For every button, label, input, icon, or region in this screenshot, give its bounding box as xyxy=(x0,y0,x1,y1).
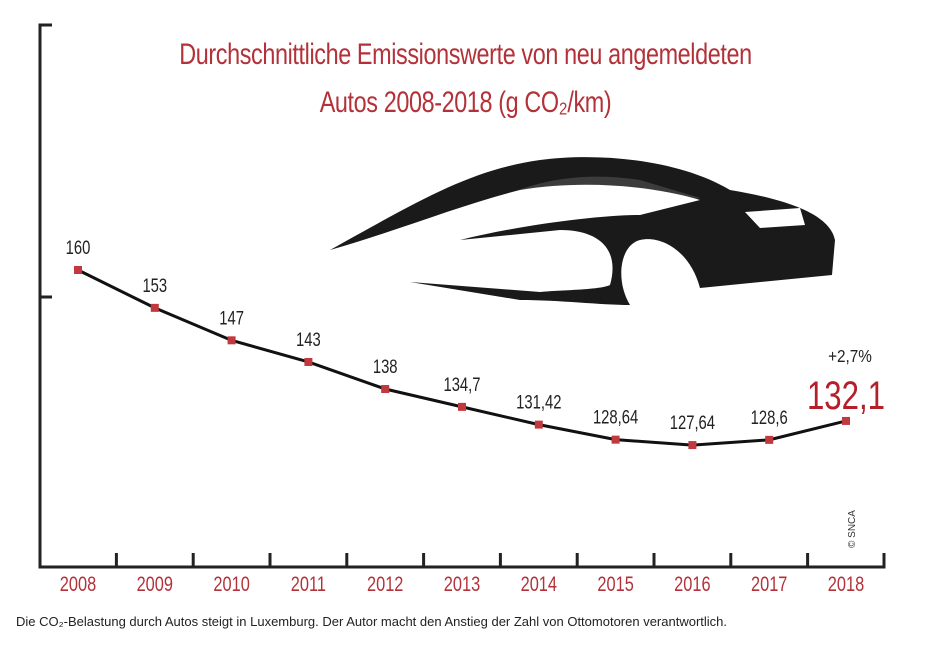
data-point-2008 xyxy=(74,266,82,274)
data-label-2012: 138 xyxy=(373,356,398,377)
x-tick-label-2015: 2015 xyxy=(597,572,633,595)
data-point-2012 xyxy=(381,385,390,394)
x-tick-label-2017: 2017 xyxy=(751,572,787,595)
x-tick-label-2010: 2010 xyxy=(213,572,249,595)
data-label-2011: 143 xyxy=(296,329,321,350)
data-point-2014 xyxy=(534,420,543,429)
x-tick-label-2011: 2011 xyxy=(291,572,326,595)
data-label-2015: 128,64 xyxy=(593,407,638,428)
caption: Die CO₂-Belastung durch Autos steigt in … xyxy=(16,614,728,629)
annotation-change: +2,7% xyxy=(828,346,872,366)
line-chart: 2008 2009 2010 2011 2012 2013 2014 2015 2016 2017… xyxy=(38,23,886,595)
x-tick-label-2013: 2013 xyxy=(444,572,480,595)
chart-title-line2: Autos 2008-2018 (g CO₂/km) xyxy=(319,86,612,119)
data-point-2009 xyxy=(150,303,159,312)
x-tick-label-2016: 2016 xyxy=(674,572,710,595)
data-label-2014: 131,42 xyxy=(516,392,561,413)
axes xyxy=(38,23,886,569)
data-label-2013: 134,7 xyxy=(443,374,480,395)
credit: © SNCA xyxy=(847,510,858,548)
data-label-2008: 160 xyxy=(66,237,91,258)
data-label-2016: 127,64 xyxy=(670,412,715,433)
x-tick-label-2012: 2012 xyxy=(367,572,403,595)
data-point-2015 xyxy=(611,435,620,444)
data-point-2010 xyxy=(227,336,236,345)
x-tick-label-2009: 2009 xyxy=(137,572,173,595)
data-label-2009: 153 xyxy=(142,275,167,296)
x-tick-label-2014: 2014 xyxy=(521,572,557,595)
data-point-2013 xyxy=(458,402,466,411)
chart-title-line1: Durchschnittliche Emissionswerte von neu… xyxy=(179,38,752,71)
data-point-2011 xyxy=(304,357,313,366)
data-point-2016 xyxy=(688,441,697,450)
data-label-2018: 132,1 xyxy=(807,373,885,418)
data-point-2017 xyxy=(765,435,774,444)
data-label-2010: 147 xyxy=(219,308,244,329)
series-line xyxy=(77,268,847,447)
x-tick-label-2008: 2008 xyxy=(60,572,96,595)
data-label-2017: 128,6 xyxy=(751,407,788,428)
x-tick-label-2018: 2018 xyxy=(828,572,864,595)
car-illustration xyxy=(330,157,835,305)
data-point-2018 xyxy=(842,416,850,425)
